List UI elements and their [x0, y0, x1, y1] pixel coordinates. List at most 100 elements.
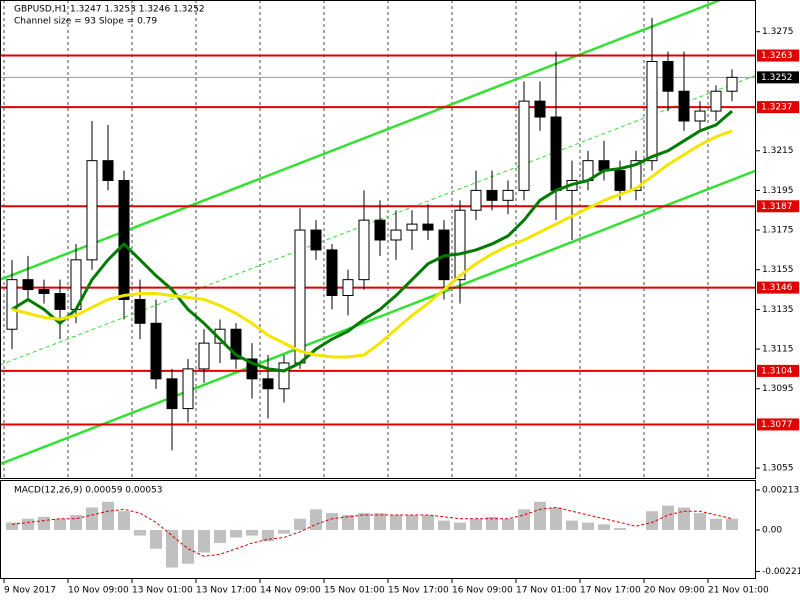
- macd-bar: [166, 529, 178, 568]
- level-label: 1.3104: [761, 366, 793, 376]
- macd-bar: [118, 511, 130, 530]
- macd-bar: [390, 514, 402, 530]
- candle-body: [502, 189, 514, 201]
- macd-bar: [534, 501, 546, 530]
- moving-average: [11, 129, 733, 359]
- candle-body: [198, 342, 210, 370]
- candle-body: [118, 179, 130, 300]
- macd-bar: [694, 513, 706, 530]
- x-tick-label: 17 Nov 01:00: [516, 586, 577, 596]
- macd-bar: [6, 522, 18, 530]
- candle-body: [358, 219, 370, 281]
- macd-bar: [102, 501, 114, 530]
- channel-line: [0, 74, 756, 366]
- candle-body: [646, 60, 658, 162]
- macd-bar: [454, 522, 466, 530]
- candle-body: [166, 378, 178, 410]
- moving-average: [11, 109, 733, 373]
- macd-bar: [86, 507, 98, 530]
- candle-body: [630, 160, 642, 191]
- level-label: 1.3263: [761, 51, 793, 61]
- macd-bar: [358, 513, 370, 530]
- macd-bar: [646, 511, 658, 530]
- candle-body: [134, 298, 146, 324]
- candle-body: [726, 76, 738, 92]
- y-tick-label: 1.3155: [762, 265, 794, 275]
- candle-body: [614, 170, 626, 191]
- level-label-box: [757, 364, 799, 377]
- candle-body: [38, 289, 50, 295]
- macd-bar: [406, 514, 418, 530]
- candle-body: [486, 189, 498, 201]
- y-tick-label: 1.3195: [762, 186, 794, 196]
- candle-body: [662, 60, 674, 92]
- candle-body: [454, 209, 466, 281]
- macd-bar: [134, 529, 146, 536]
- macd-bar: [374, 513, 386, 530]
- x-tick-label: 15 Nov 01:00: [324, 586, 385, 596]
- candle-body: [342, 279, 354, 297]
- candle-body: [678, 90, 690, 122]
- candle-body: [310, 229, 322, 251]
- overlay: GBPUSD,H1 1.3247 1.3253 1.3246 1.3252 Ch…: [14, 5, 799, 496]
- candle-body: [294, 229, 306, 364]
- y-tick-label: 1.3275: [762, 27, 794, 37]
- candle-body: [6, 279, 18, 330]
- macd-bar: [598, 524, 610, 530]
- candle-body: [22, 279, 34, 291]
- y-tick-label: 1.3175: [762, 226, 794, 236]
- x-tick-label: 13 Nov 17:00: [196, 586, 257, 596]
- candle-body: [406, 223, 418, 231]
- macd-bar: [518, 509, 530, 530]
- level-label: 1.3187: [761, 202, 793, 212]
- candle-body: [710, 90, 722, 112]
- candle-body: [182, 368, 194, 410]
- macd-bar: [262, 529, 274, 542]
- y-tick-label: 1.3095: [762, 384, 794, 394]
- candle-body: [534, 100, 546, 118]
- level-label-box: [757, 200, 799, 213]
- candle-body: [326, 249, 338, 297]
- y-tick-label: 0.00: [762, 525, 782, 535]
- macd-bar: [310, 509, 322, 530]
- level-label: 1.3237: [761, 103, 793, 113]
- candle-body: [54, 293, 66, 310]
- macd-bar: [566, 520, 578, 530]
- level-label-box: [757, 49, 799, 62]
- macd-bar: [502, 518, 514, 530]
- macd-bar: [710, 518, 722, 530]
- y-tick-label: -0.00221: [762, 567, 800, 577]
- current-price-label: 1.3252: [761, 73, 793, 83]
- candle-body: [518, 100, 530, 191]
- candle-body: [694, 110, 706, 122]
- level-label-box: [757, 418, 799, 431]
- candle-body: [86, 160, 98, 261]
- macd-bar: [662, 505, 674, 530]
- y-tick-label: 1.3055: [762, 464, 794, 474]
- macd-bar: [150, 529, 162, 549]
- macd-bar: [486, 516, 498, 530]
- macd-bar: [678, 507, 690, 530]
- macd-bar: [38, 516, 50, 530]
- signal-line: [11, 506, 733, 557]
- macd-bar: [582, 522, 594, 530]
- macd-bar: [70, 514, 82, 530]
- macd-bar: [422, 514, 434, 530]
- macd-bar: [22, 518, 34, 530]
- candle-body: [150, 322, 162, 380]
- macd-bar: [246, 529, 258, 536]
- macd-title: MACD(12,26,9) 0.00059 0.00053: [14, 486, 163, 496]
- level-label: 1.3146: [761, 283, 793, 293]
- macd-bar: [342, 514, 354, 530]
- x-tick-label: 15 Nov 17:00: [388, 586, 449, 596]
- macd-bar: [438, 520, 450, 530]
- macd-bar: [470, 518, 482, 530]
- x-tick-label: 20 Nov 09:00: [644, 586, 705, 596]
- y-tick-label: 1.3115: [762, 345, 794, 355]
- x-tick-label: 14 Nov 09:00: [260, 586, 321, 596]
- x-tick-label: 13 Nov 01:00: [132, 586, 193, 596]
- chart-subtitle: Channel size = 93 Slope = 0.79: [14, 17, 157, 27]
